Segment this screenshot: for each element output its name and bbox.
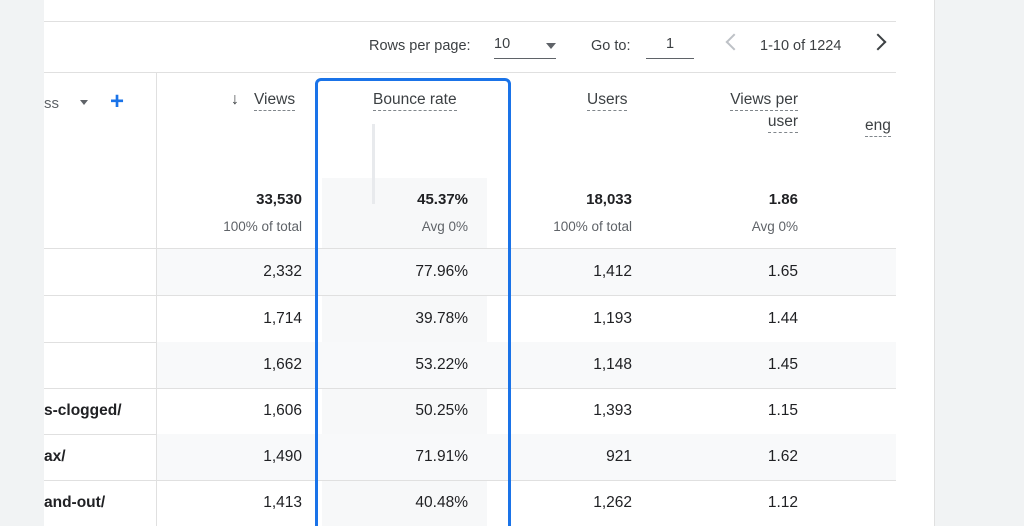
row-users: 921 (606, 448, 632, 465)
header-divider (44, 72, 896, 73)
column-header-views-per-user-line1: Views per (730, 91, 798, 111)
top-divider (44, 21, 896, 22)
column-header-views-per-user-line2: user (767, 113, 798, 133)
row-bounce-rate: 39.78% (415, 310, 468, 327)
chevron-left-icon[interactable] (725, 33, 743, 51)
row-bounce-rate: 71.91% (415, 448, 468, 465)
row-users: 1,148 (593, 356, 632, 373)
row-shade (156, 249, 896, 295)
column-header-users-label: Users (587, 91, 628, 111)
row-views: 1,490 (263, 448, 302, 465)
arrow-down-icon[interactable]: ↓ (231, 91, 239, 108)
column-header-bounce-rate[interactable]: Bounce rate (373, 91, 457, 111)
row-views: 1,714 (263, 310, 302, 327)
column-header-engagement[interactable]: eng (865, 117, 891, 137)
row-bounce-rate: 53.22% (415, 356, 468, 373)
summary-bounce-sub: Avg 0% (421, 219, 468, 234)
summary-views-value: 33,530 (256, 191, 302, 208)
report-table-card: Rows per page: 10 Go to: 1 1-10 of 1224 … (44, 0, 935, 526)
dimension-column-label[interactable]: ss (44, 95, 59, 112)
row-users: 1,393 (593, 402, 632, 419)
row-views-per-user: 1.45 (767, 356, 798, 373)
pagination-range: 1-10 of 1224 (760, 38, 842, 54)
rows-per-page-value: 10 (494, 36, 511, 52)
bounce-rate-highlight-box (315, 78, 511, 526)
table-row[interactable]: ax/ 1,490 71.91% 921 1.62 (44, 434, 896, 481)
page-margin (935, 0, 1024, 526)
plus-icon[interactable]: + (110, 88, 125, 115)
goto-label: Go to: (591, 38, 631, 54)
row-page-path[interactable]: ax/ (44, 448, 66, 465)
row-views: 1,606 (263, 402, 302, 419)
row-page-path[interactable]: and-out/ (44, 494, 106, 511)
row-shade (156, 434, 896, 480)
row-views-per-user: 1.62 (767, 448, 798, 465)
row-bounce-rate: 40.48% (415, 494, 468, 511)
summary-users-sub: 100% of total (553, 219, 632, 234)
column-header-views[interactable]: Views (254, 91, 296, 111)
row-views: 1,662 (263, 356, 302, 373)
column-header-views-label: Views (254, 91, 296, 111)
caret-down-icon (546, 43, 556, 49)
caret-down-icon[interactable] (80, 100, 88, 105)
summary-views-sub: 100% of total (223, 219, 302, 234)
column-header-views-per-user[interactable]: Views per user (720, 91, 798, 133)
row-views-per-user: 1.65 (767, 263, 798, 280)
column-header-users[interactable]: Users (587, 91, 628, 111)
column-header-engagement-label: eng (865, 117, 891, 137)
summary-bounce-value: 45.37% (417, 191, 468, 208)
row-views-per-user: 1.12 (767, 494, 798, 511)
goto-page-value: 1 (665, 36, 675, 52)
row-views-per-user: 1.15 (767, 402, 798, 419)
row-shade (156, 342, 896, 388)
first-column-divider (156, 72, 157, 526)
column-header-bounce-rate-label: Bounce rate (373, 91, 457, 111)
row-bounce-rate: 77.96% (415, 263, 468, 280)
table-row[interactable]: 2,332 77.96% 1,412 1.65 (44, 249, 896, 296)
summary-views-per-user-value: 1.86 (768, 191, 798, 208)
pagination-bar: Rows per page: 10 Go to: 1 1-10 of 1224 (44, 22, 896, 72)
column-resize-handle[interactable] (372, 124, 375, 204)
summary-users-value: 18,033 (586, 191, 632, 208)
row-views: 2,332 (263, 263, 302, 280)
rows-per-page-label: Rows per page: (369, 38, 471, 54)
goto-page-input[interactable]: 1 (646, 32, 694, 59)
table-row[interactable]: 1,714 39.78% 1,193 1.44 (44, 296, 896, 343)
row-bounce-rate: 50.25% (415, 402, 468, 419)
row-users: 1,262 (593, 494, 632, 511)
row-page-path[interactable]: s-clogged/ (44, 402, 122, 419)
row-views: 1,413 (263, 494, 302, 511)
table-row[interactable]: 1,662 53.22% 1,148 1.45 (44, 342, 896, 389)
table-row[interactable]: and-out/ 1,413 40.48% 1,262 1.12 (44, 480, 896, 526)
summary-divider (44, 248, 896, 249)
summary-views-per-user-sub: Avg 0% (751, 219, 798, 234)
row-users: 1,412 (593, 263, 632, 280)
row-users: 1,193 (593, 310, 632, 327)
chevron-right-icon[interactable] (869, 33, 887, 51)
row-views-per-user: 1.44 (767, 310, 798, 327)
rows-per-page-select[interactable]: 10 (494, 32, 556, 59)
